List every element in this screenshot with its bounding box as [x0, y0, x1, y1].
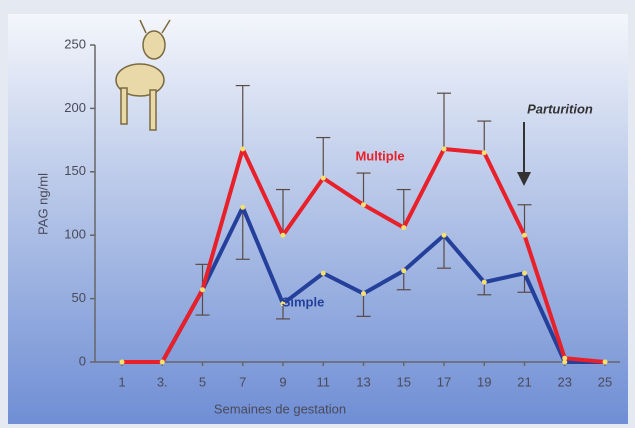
x-tick-label: 11 — [317, 374, 331, 389]
error-bar — [356, 293, 371, 317]
y-tick-label: 100 — [64, 227, 86, 242]
point — [562, 359, 568, 365]
x-tick-label: 23 — [558, 374, 572, 389]
point — [280, 301, 286, 307]
point — [280, 232, 286, 238]
x-tick-label: 25 — [598, 374, 612, 389]
x-axis-title: Semaines de gestation — [214, 401, 346, 416]
point — [481, 150, 487, 156]
error-bar — [356, 172, 371, 205]
error-bar — [316, 136, 331, 179]
point — [481, 279, 487, 285]
annotation: Parturition — [527, 101, 593, 116]
error-bar — [235, 207, 250, 260]
y-tick-label: 250 — [64, 36, 86, 51]
error-bar — [276, 303, 290, 320]
arrow — [517, 122, 531, 186]
point — [401, 225, 407, 231]
goat-icon — [115, 19, 171, 131]
error-bar — [396, 188, 411, 228]
y-tick-label: 200 — [64, 100, 86, 115]
x-tick-label: 13 — [356, 374, 370, 389]
point — [320, 270, 326, 276]
error-bar — [276, 188, 290, 236]
point — [200, 287, 205, 293]
error-bar — [437, 92, 451, 149]
x-tick-label: 21 — [517, 374, 531, 389]
x-tick-label: 5 — [199, 374, 206, 389]
point — [240, 204, 246, 210]
y-tick-label: 50 — [72, 290, 86, 305]
x-tick-label: 17 — [437, 374, 451, 389]
point — [522, 270, 527, 276]
x-tick-label: 9 — [279, 374, 286, 389]
error-bar — [195, 289, 210, 316]
error-bar — [235, 84, 250, 149]
series-label: Multiple — [355, 148, 404, 163]
point — [240, 146, 246, 152]
error-bar — [396, 270, 411, 291]
y-tick-label: 150 — [64, 163, 86, 178]
point — [361, 202, 366, 208]
y-axis-title: PAG ng/ml — [35, 173, 50, 235]
x-tick-label: 15 — [397, 374, 411, 389]
error-bar — [437, 235, 451, 269]
point — [602, 359, 608, 365]
point — [401, 268, 407, 274]
point — [119, 359, 125, 365]
series-label: Simple — [282, 294, 325, 309]
point — [562, 355, 568, 361]
point — [441, 146, 447, 152]
point — [361, 291, 366, 297]
x-tick-label: 7 — [239, 374, 246, 389]
error-bar — [477, 120, 492, 153]
x-tick-label: 3. — [157, 374, 168, 389]
x-tick-label: 1 — [118, 374, 125, 389]
x-tick-label: 19 — [477, 374, 491, 389]
point — [441, 232, 447, 238]
error-bar — [517, 204, 532, 236]
point — [522, 232, 527, 238]
y-tick-label: 0 — [79, 353, 86, 368]
point — [159, 359, 165, 365]
point — [320, 175, 326, 181]
